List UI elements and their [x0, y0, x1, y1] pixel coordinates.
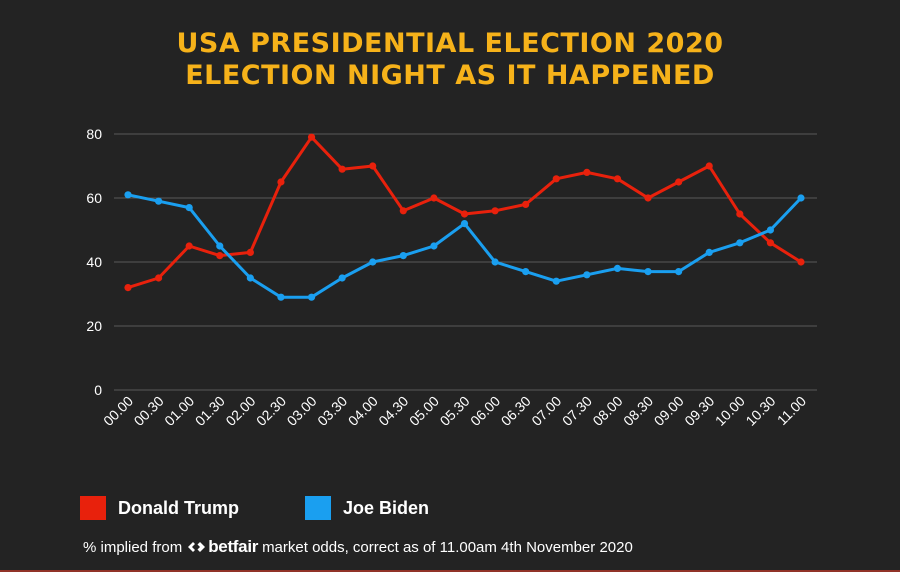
- data-point-donald-trump: [430, 194, 438, 202]
- data-point-donald-trump: [644, 194, 652, 202]
- legend: Donald Trump Joe Biden: [80, 496, 495, 520]
- x-tick-label: 03.30: [314, 393, 350, 429]
- chart-title-line-2: ELECTION NIGHT AS IT HAPPENED: [185, 60, 715, 91]
- data-point-donald-trump: [338, 165, 346, 173]
- x-tick-label: 09.30: [681, 393, 717, 429]
- legend-swatch-trump: [80, 496, 106, 520]
- data-point-donald-trump: [522, 200, 530, 208]
- data-point-joe-biden: [583, 271, 591, 279]
- data-point-joe-biden: [124, 191, 132, 199]
- chart-title-line-1: USA PRESIDENTIAL ELECTION 2020: [176, 28, 724, 59]
- data-point-donald-trump: [583, 168, 591, 176]
- x-tick-label: 05.00: [406, 393, 442, 429]
- data-point-joe-biden: [552, 277, 560, 285]
- data-point-joe-biden: [277, 293, 285, 301]
- data-point-joe-biden: [307, 293, 316, 301]
- y-tick-label: 80: [86, 126, 102, 142]
- data-point-joe-biden: [736, 239, 744, 247]
- data-point-joe-biden: [491, 258, 499, 266]
- x-tick-label: 07.00: [528, 393, 564, 429]
- y-tick-label: 0: [94, 382, 102, 398]
- legend-swatch-biden: [305, 496, 331, 520]
- data-point-joe-biden: [797, 194, 805, 202]
- x-tick-label: 10.30: [742, 393, 778, 429]
- data-point-joe-biden: [430, 242, 438, 250]
- data-point-joe-biden: [154, 197, 163, 205]
- y-tick-label: 60: [86, 190, 102, 206]
- data-point-joe-biden: [460, 220, 469, 228]
- x-tick-label: 06.00: [467, 393, 503, 429]
- x-tick-label: 00.00: [100, 393, 136, 429]
- data-point-joe-biden: [369, 258, 377, 266]
- data-point-joe-biden: [338, 274, 346, 282]
- source-footnote: % implied from betfair market odds, corr…: [83, 537, 633, 557]
- data-point-joe-biden: [399, 252, 407, 260]
- legend-item-trump: Donald Trump: [80, 496, 239, 520]
- x-tick-label: 02.30: [253, 393, 289, 429]
- data-point-joe-biden: [644, 268, 652, 276]
- x-tick-label: 10.00: [712, 393, 748, 429]
- data-point-donald-trump: [399, 207, 407, 215]
- data-point-joe-biden: [216, 242, 224, 250]
- betfair-logo: betfair: [188, 537, 258, 557]
- data-point-joe-biden: [185, 204, 193, 212]
- x-tick-label: 05.30: [437, 393, 473, 429]
- data-point-donald-trump: [675, 178, 683, 186]
- legend-label-biden: Joe Biden: [343, 497, 430, 518]
- data-point-donald-trump: [369, 162, 377, 170]
- data-point-joe-biden: [522, 268, 530, 276]
- x-tick-label: 11.00: [774, 393, 810, 429]
- data-point-joe-biden: [675, 268, 683, 276]
- chart-title: USA PRESIDENTIAL ELECTION 2020 ELECTION …: [0, 28, 900, 92]
- x-tick-label: 01.00: [161, 393, 197, 429]
- data-point-donald-trump: [277, 178, 285, 186]
- x-tick-label: 07.30: [559, 393, 595, 429]
- x-tick-label: 06.30: [498, 393, 534, 429]
- betfair-logo-text: betfair: [208, 537, 259, 556]
- x-tick-label: 08.30: [620, 393, 656, 429]
- series-line-joe-biden: [126, 193, 803, 299]
- data-point-donald-trump: [797, 258, 805, 266]
- footnote-prefix: % implied from: [83, 538, 183, 556]
- x-tick-label: 03.00: [284, 393, 320, 429]
- x-tick-label: 02.00: [222, 393, 258, 429]
- data-point-donald-trump: [491, 207, 499, 215]
- data-point-donald-trump: [246, 248, 254, 256]
- data-point-joe-biden: [766, 226, 775, 234]
- bottom-accent-line: [0, 570, 900, 572]
- y-tick-label: 40: [86, 254, 102, 270]
- legend-item-biden: Joe Biden: [305, 496, 429, 520]
- data-point-donald-trump: [154, 274, 163, 282]
- x-tick-label: 09.00: [651, 393, 687, 429]
- data-point-donald-trump: [124, 284, 132, 292]
- line-chart: 02040608000.0000.3001.0001.3002.0002.300…: [86, 126, 817, 429]
- data-point-donald-trump: [307, 133, 316, 141]
- x-tick-label: 01.30: [192, 393, 228, 429]
- footnote-suffix: market odds, correct as of 11.00am 4th N…: [262, 538, 633, 556]
- x-tick-label: 04.00: [345, 393, 381, 429]
- x-tick-label: 00.30: [131, 393, 167, 429]
- data-point-donald-trump: [613, 175, 622, 183]
- x-tick-label: 08.00: [589, 393, 625, 429]
- data-point-donald-trump: [460, 210, 469, 218]
- data-point-joe-biden: [613, 264, 622, 272]
- data-point-donald-trump: [216, 252, 224, 260]
- data-point-joe-biden: [246, 274, 254, 282]
- x-tick-label: 04.30: [375, 393, 411, 429]
- data-point-donald-trump: [766, 239, 775, 247]
- data-point-donald-trump: [552, 175, 560, 183]
- data-point-joe-biden: [705, 248, 713, 256]
- data-point-donald-trump: [705, 162, 713, 170]
- data-point-donald-trump: [736, 210, 744, 218]
- betfair-arrows-icon: [188, 542, 206, 552]
- legend-label-trump: Donald Trump: [118, 497, 239, 518]
- y-tick-label: 20: [86, 318, 102, 334]
- data-point-donald-trump: [185, 242, 193, 250]
